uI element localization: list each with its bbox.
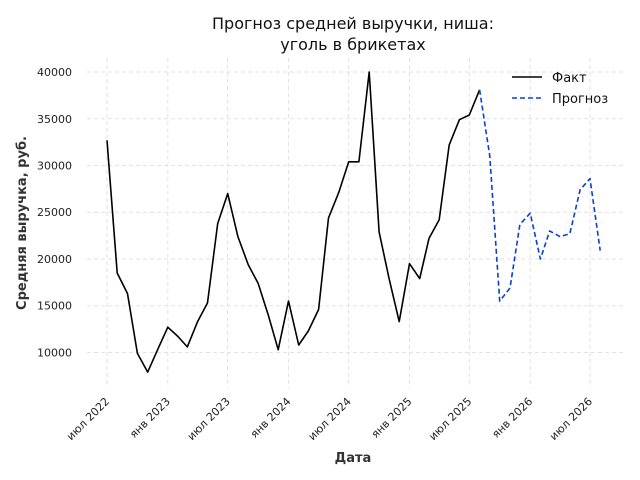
series-line-forecast — [478, 89, 601, 302]
legend: Факт Прогноз — [512, 71, 608, 107]
y-axis-ticks: 10000 15000 20000 25000 30000 35000 40000 — [37, 66, 72, 359]
y-tick-label: 35000 — [37, 113, 72, 126]
y-axis-label: Средняя выручка, руб. — [15, 136, 30, 310]
x-axis-label: Дата — [335, 451, 372, 466]
grid — [87, 58, 626, 388]
y-tick-label: 40000 — [37, 66, 72, 79]
x-tick-label: июл 2024 — [306, 395, 354, 443]
x-axis-ticks: июл 2022 янв 2023 июл 2023 янв 2024 июл 2024… — [64, 395, 595, 443]
x-tick-label: янв 2023 — [127, 395, 173, 441]
chart-title-line-2: уголь в брикетах — [280, 35, 425, 54]
y-tick-label: 10000 — [37, 346, 72, 359]
legend-label-fact: Факт — [552, 71, 587, 86]
x-tick-label: июл 2023 — [185, 395, 233, 443]
x-tick-label: июл 2025 — [426, 395, 474, 443]
y-tick-label: 20000 — [37, 253, 72, 266]
chart-title-line-1: Прогноз средней выручки, ниша: — [212, 14, 494, 33]
x-tick-label: июл 2022 — [64, 395, 112, 443]
x-tick-label: янв 2026 — [489, 395, 535, 441]
y-tick-label: 15000 — [37, 300, 72, 313]
x-tick-label: янв 2025 — [369, 395, 415, 441]
series-line-fact — [106, 71, 481, 373]
series-layer — [106, 71, 601, 373]
y-tick-label: 30000 — [37, 160, 72, 173]
x-tick-label: янв 2024 — [248, 395, 294, 441]
y-tick-label: 25000 — [37, 206, 72, 219]
legend-label-forecast: Прогноз — [552, 92, 608, 107]
x-tick-label: июл 2026 — [547, 395, 595, 443]
